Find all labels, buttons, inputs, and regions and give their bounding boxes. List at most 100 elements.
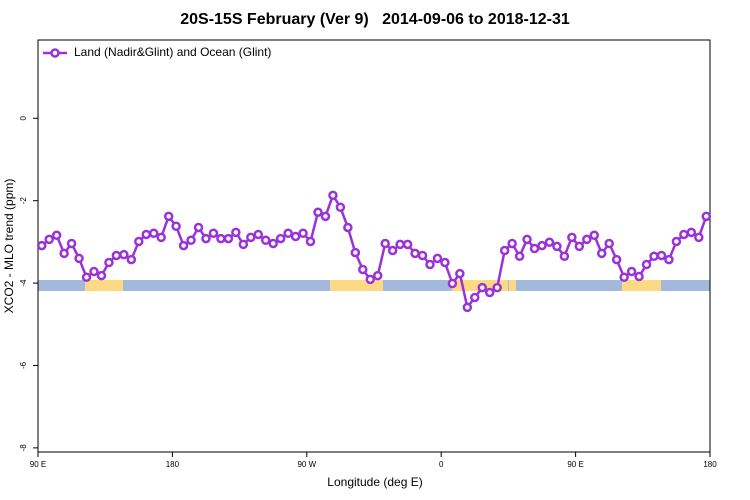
x-tick-label: 0 <box>439 460 444 469</box>
point <box>104 257 114 268</box>
point <box>529 243 540 254</box>
point <box>619 272 629 283</box>
point <box>178 240 189 251</box>
point <box>425 259 435 270</box>
point <box>313 207 323 217</box>
point <box>141 229 152 240</box>
point <box>387 245 398 256</box>
point <box>305 236 316 247</box>
land-strip <box>330 280 383 291</box>
y-tick-label: -4 <box>19 279 28 287</box>
y-tick-label: -6 <box>19 361 28 369</box>
point <box>328 190 338 201</box>
point <box>74 253 84 264</box>
point <box>186 235 196 245</box>
point <box>671 236 682 247</box>
x-tick-label: 90 E <box>30 460 46 469</box>
point <box>574 241 585 252</box>
point <box>641 259 652 270</box>
point <box>193 222 204 233</box>
point <box>246 232 256 243</box>
point <box>634 271 644 282</box>
point <box>81 272 92 283</box>
point <box>402 239 413 250</box>
point <box>395 239 405 250</box>
point <box>268 238 278 249</box>
point <box>89 266 99 277</box>
point <box>484 287 495 298</box>
point <box>447 278 458 289</box>
point <box>231 227 241 238</box>
point <box>119 249 129 260</box>
point <box>350 247 361 258</box>
x-tick-label: 90 E <box>567 460 583 469</box>
point <box>582 234 592 245</box>
point <box>679 229 689 240</box>
point <box>455 268 465 279</box>
y-axis-label: XCO2 - MLO trend (ppm) <box>2 179 16 314</box>
point <box>156 232 166 243</box>
point <box>96 270 107 281</box>
x-tick-label: 180 <box>166 460 180 469</box>
point <box>477 282 488 293</box>
point <box>626 266 637 277</box>
point <box>440 257 450 268</box>
point <box>507 238 517 249</box>
point <box>567 232 577 243</box>
point <box>380 238 390 249</box>
point <box>410 248 420 259</box>
y-tick-label: 0 <box>19 116 28 121</box>
point <box>335 202 346 213</box>
x-axis-label: Longitude (deg E) <box>327 475 422 489</box>
point <box>514 251 525 262</box>
point <box>499 245 510 256</box>
point <box>126 254 137 265</box>
point <box>44 234 54 245</box>
land-strip <box>85 280 123 291</box>
y-tick-label: -2 <box>19 197 28 205</box>
point <box>148 228 159 238</box>
point <box>365 274 376 285</box>
point <box>253 229 264 240</box>
point <box>66 238 77 249</box>
point <box>604 238 614 249</box>
point <box>51 230 62 241</box>
point <box>358 264 368 275</box>
y-tick-label: -8 <box>19 444 28 452</box>
land-strip <box>622 280 661 291</box>
point <box>372 270 383 281</box>
point <box>134 236 144 247</box>
point <box>462 302 473 313</box>
point <box>492 282 502 293</box>
legend-marker <box>50 48 60 58</box>
point <box>171 221 181 231</box>
point <box>111 250 122 261</box>
x-tick-label: 90 W <box>297 460 316 469</box>
point <box>343 222 353 233</box>
point <box>223 233 234 244</box>
point <box>701 211 712 222</box>
point <box>275 233 286 244</box>
x-tick-label: 180 <box>703 460 717 469</box>
point <box>544 237 555 248</box>
point <box>238 239 249 250</box>
legend-label: Land (Nadir&Glint) and Ocean (Glint) <box>74 45 271 59</box>
point <box>470 292 480 303</box>
point <box>559 251 570 262</box>
point <box>656 250 667 261</box>
point <box>59 248 69 259</box>
point <box>298 228 308 238</box>
point <box>320 211 331 222</box>
point <box>694 232 704 243</box>
point <box>649 251 659 262</box>
point <box>260 235 271 245</box>
point <box>208 228 219 238</box>
point <box>664 254 674 265</box>
point <box>589 230 600 241</box>
point <box>201 233 211 244</box>
land-strip <box>509 280 516 291</box>
point <box>163 211 174 222</box>
point <box>216 233 226 244</box>
point <box>417 250 428 261</box>
